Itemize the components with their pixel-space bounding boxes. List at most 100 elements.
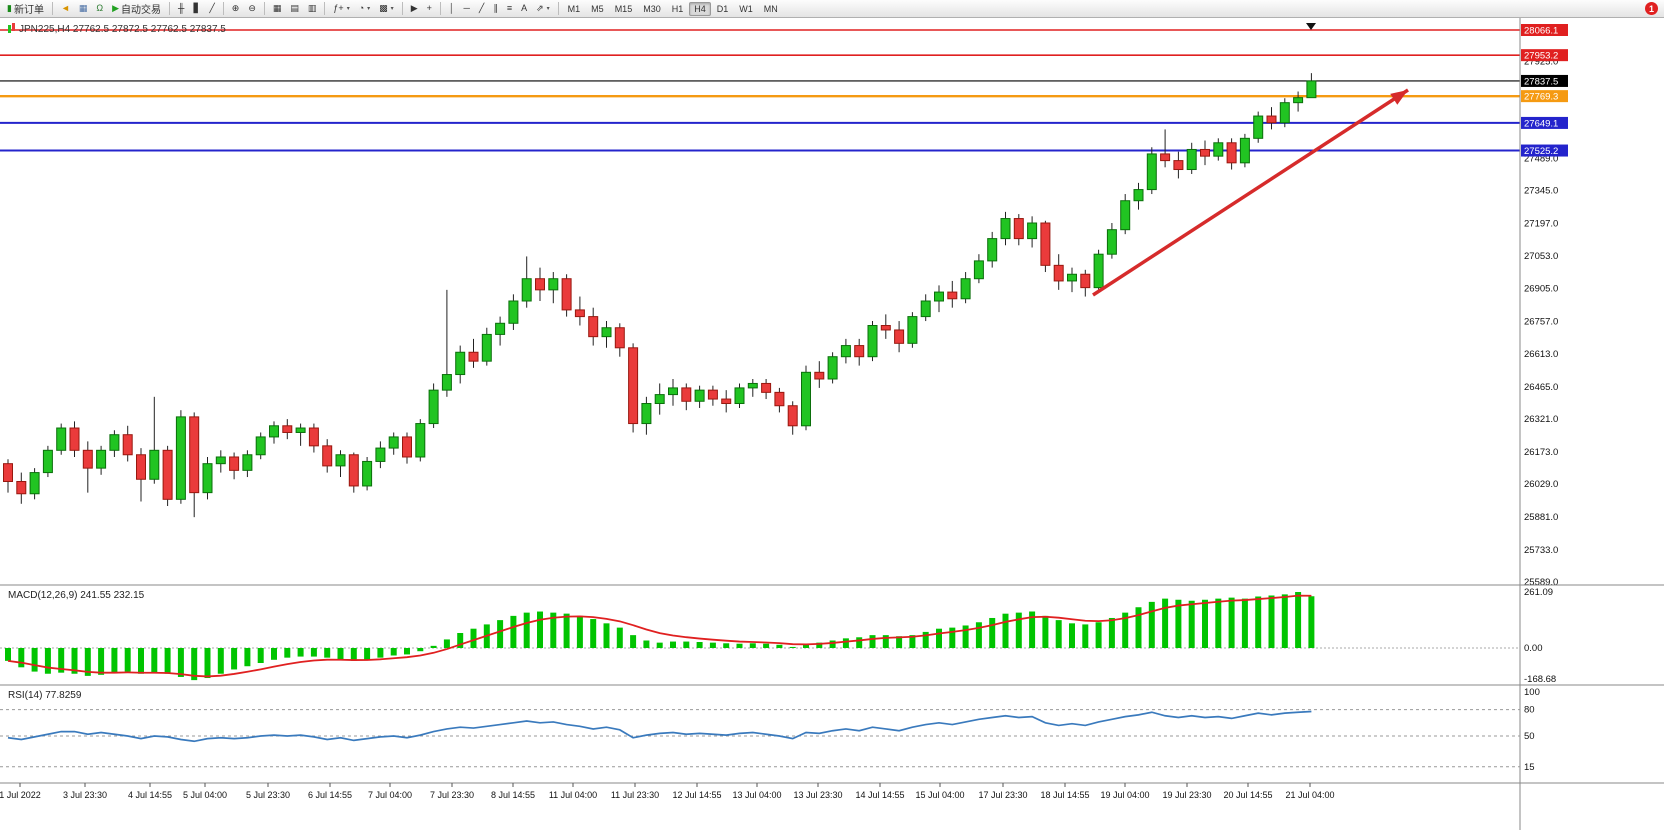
price-axis-label: 25881.0 <box>1524 512 1558 523</box>
price-badge <box>1521 116 1568 129</box>
candles-layer <box>3 73 1317 518</box>
bar-chart-button[interactable]: ╫ <box>174 1 188 16</box>
candle-down <box>282 425 293 433</box>
text-tool-button[interactable]: A <box>517 1 531 16</box>
trend-arrow[interactable] <box>1092 88 1409 297</box>
time-axis-label: 13 Jul 04:00 <box>732 790 781 800</box>
candle-up <box>548 278 559 291</box>
candle-down <box>894 329 905 344</box>
tile-windows-button[interactable]: ▦ <box>269 1 286 16</box>
price-axis-label: 26173.0 <box>1524 447 1558 458</box>
candle-up <box>295 427 306 433</box>
candle-up <box>362 460 373 487</box>
zoom-in-button[interactable]: ⊕ <box>228 1 244 16</box>
candle-up <box>1027 222 1038 240</box>
periods-icon: ◔ <box>358 3 365 13</box>
notification-badge[interactable]: 1 <box>1645 2 1658 15</box>
candle-up <box>202 463 213 494</box>
timeframe-d1-button[interactable]: D1 <box>716 3 729 14</box>
horizontal-line-tool-icon: ─ <box>463 3 470 13</box>
candle-up <box>428 389 439 425</box>
candle-down <box>1053 264 1064 282</box>
candle-down <box>348 454 359 487</box>
alerts-icon[interactable]: ◄ <box>57 1 74 16</box>
rsi-axis-label: 15 <box>1524 762 1535 773</box>
time-axis-label: 4 Jul 14:55 <box>128 790 172 800</box>
candle-down <box>614 327 625 349</box>
chart-canvas[interactable]: JPN225,H4 27762.5 27872.5 27762.5 27837.… <box>0 18 1664 830</box>
templates-button[interactable]: ▩ ▾ <box>375 1 398 16</box>
candle-up <box>1106 229 1117 255</box>
horizontal-line-tool-button[interactable]: ─ <box>460 1 474 16</box>
candle-down <box>880 325 891 331</box>
crosshair-tool-button[interactable]: + <box>423 1 436 16</box>
auto-trading-icon: ▶ <box>112 3 120 13</box>
zoom-in-icon: ⊕ <box>231 3 240 13</box>
timeframe-h4-button[interactable]: H4 <box>689 1 711 16</box>
candle-up <box>1186 148 1197 171</box>
line-chart-button[interactable]: ╱ <box>205 1 218 16</box>
channel-tool-button[interactable]: ∥ <box>489 1 502 16</box>
rsi-axis-label: 80 <box>1524 705 1535 716</box>
arrows-tool-button[interactable]: ⇗ ▾ <box>532 1 554 16</box>
timeframe-m1-button[interactable]: M1 <box>567 3 581 14</box>
new-order-button[interactable]: ▮ 新订单 <box>3 1 48 17</box>
cascade-windows-button[interactable]: ▤ <box>286 1 303 16</box>
price-axis-label: 26757.0 <box>1524 317 1558 328</box>
price-axis-label: 27345.0 <box>1524 186 1558 197</box>
current-bar-marker <box>1306 23 1316 30</box>
candle-up <box>1279 102 1290 124</box>
price-badge <box>1521 74 1568 87</box>
auto-trading-button[interactable]: ▶ 自动交易 <box>108 1 165 17</box>
fibonacci-tool-button[interactable]: ≡ <box>503 1 516 16</box>
arrange-windows-icon: ▥ <box>307 3 317 13</box>
rsi-axis-label: 100 <box>1524 687 1540 698</box>
candle-up <box>867 325 878 358</box>
candle-up <box>149 449 160 480</box>
timeframe-m15-button[interactable]: M15 <box>614 3 633 14</box>
candle-up <box>827 356 838 380</box>
line-chart-icon: ╱ <box>209 3 215 13</box>
time-axis-label: 18 Jul 14:55 <box>1040 790 1089 800</box>
cursor-tool-button[interactable]: ▶ <box>407 1 422 16</box>
new-order-button-label: 新订单 <box>13 5 44 16</box>
timeframe-m5-button[interactable]: M5 <box>591 3 604 14</box>
candlestick-chart-button[interactable]: ▋ <box>189 1 204 16</box>
candle-down <box>1200 148 1210 157</box>
candle-down <box>162 449 173 500</box>
candle-down <box>122 434 133 456</box>
indicators-button[interactable]: ƒ+ ▾ <box>329 1 353 16</box>
toolbar-separator <box>557 2 559 15</box>
trendline-tool-icon: ╱ <box>478 3 485 13</box>
trendline-tool-button[interactable]: ╱ <box>475 1 488 16</box>
candle-down <box>69 427 80 451</box>
candle-up <box>1120 200 1131 231</box>
chart-title: JPN225,H4 27762.5 27872.5 27762.5 27837.… <box>19 24 226 35</box>
rsi-axis-label: 50 <box>1524 731 1535 742</box>
candle-down <box>322 445 333 467</box>
candle-down <box>1013 218 1024 240</box>
candle-up <box>601 327 612 338</box>
toolbar-separator <box>51 2 53 15</box>
timeframe-h1-button[interactable]: H1 <box>671 3 684 14</box>
candle-up <box>1146 153 1157 191</box>
timeframe-mn-button[interactable]: MN <box>763 3 778 14</box>
vertical-line-tool-button[interactable]: │ <box>445 1 459 16</box>
candle-up <box>1306 80 1317 99</box>
time-axis-label: 15 Jul 04:00 <box>915 790 964 800</box>
candle-down <box>814 371 825 380</box>
timeframe-w1-button[interactable]: W1 <box>739 3 753 14</box>
market-watch-icon[interactable]: ▦ <box>75 1 92 16</box>
support-icon[interactable]: Ω <box>92 1 107 16</box>
price-axis-label: 27925.0 <box>1524 56 1558 67</box>
time-axis-label: 12 Jul 14:55 <box>672 790 721 800</box>
candle-up <box>455 351 466 376</box>
candle-up <box>840 345 851 358</box>
price-axis-label: 26905.0 <box>1524 284 1558 295</box>
text-tool-icon: A <box>521 3 528 13</box>
arrange-windows-button[interactable]: ▥ <box>304 1 321 16</box>
timeframe-m30-button[interactable]: M30 <box>643 3 661 14</box>
periods-button[interactable]: ◔ ▾ <box>355 1 374 16</box>
price-badge-label: 27525.2 <box>1524 146 1558 157</box>
zoom-out-button[interactable]: ⊖ <box>244 1 260 16</box>
